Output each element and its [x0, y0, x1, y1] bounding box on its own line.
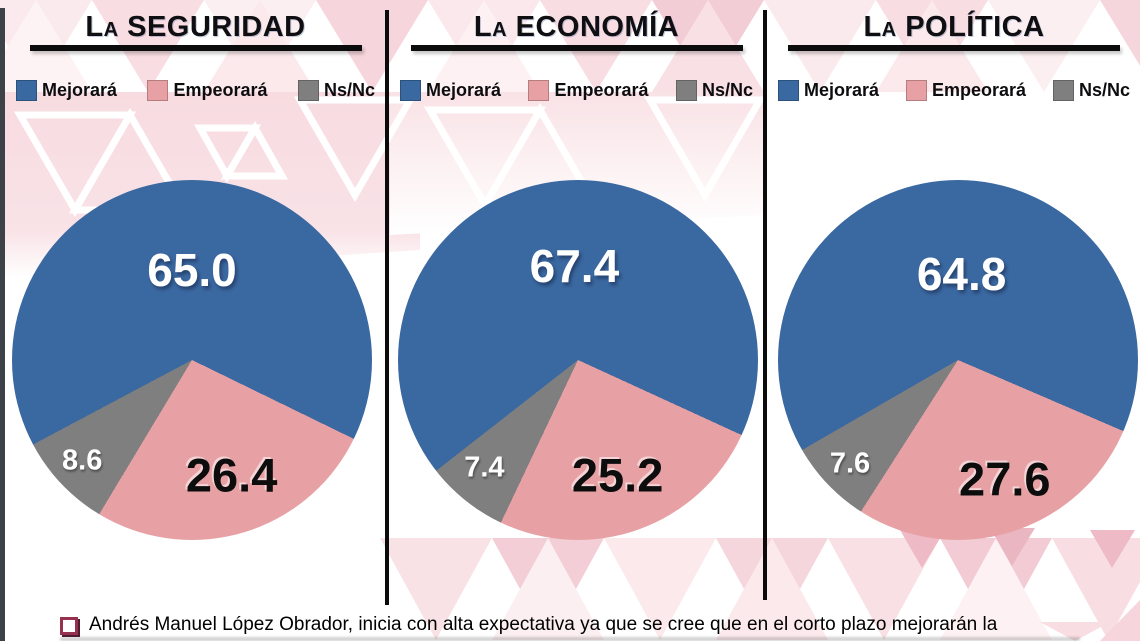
- pie-value-nsnc: 8.6: [62, 444, 103, 477]
- legend-swatch-pink-icon: [147, 80, 169, 101]
- legend-item-nsnc: Ns/Nc: [297, 80, 375, 101]
- legend-label: Mejorará: [42, 80, 118, 100]
- chart-panel-economia: La Economía Mejorará Empeorará Ns/Nc 67.…: [390, 0, 763, 610]
- pie-value-mejorara: 65.0: [147, 244, 237, 296]
- legend-item-empeorara: Empeorará: [905, 80, 1027, 101]
- title-prefix: La: [863, 11, 897, 43]
- legend: Mejorará Empeorará Ns/Nc: [390, 80, 763, 101]
- legend-swatch-pink-icon: [905, 80, 927, 101]
- chart-panel-seguridad: La Seguridad Mejorará Empeorará Ns/Nc 65…: [6, 0, 385, 610]
- footnote: Andrés Manuel López Obrador, inicia con …: [60, 613, 1120, 637]
- title-prefix: La: [473, 11, 508, 43]
- chart-title-seguridad: La Seguridad: [6, 10, 385, 44]
- legend-swatch-blue-icon: [778, 80, 799, 101]
- legend-swatch-gray-icon: [1052, 80, 1074, 101]
- legend-item-nsnc: Ns/Nc: [1052, 80, 1130, 101]
- column-divider-1: [385, 10, 389, 605]
- legend-item-empeorara: Empeorará: [147, 80, 268, 101]
- pie-chart-economia: 67.4 25.2 7.4: [398, 180, 758, 540]
- legend-swatch-gray-icon: [675, 80, 697, 101]
- title-main: Economía: [515, 11, 680, 43]
- legend-label: Ns/Nc: [323, 80, 375, 100]
- legend-label: Mejorará: [804, 80, 880, 100]
- legend-label: Empeorará: [554, 80, 649, 100]
- legend-swatch-blue-icon: [16, 80, 37, 101]
- chart-title-politica: La Política: [768, 10, 1140, 44]
- legend-item-mejorara: Mejorará: [16, 80, 117, 101]
- legend-label: Empeorará: [173, 80, 268, 100]
- legend-item-mejorara: Mejorará: [400, 80, 501, 101]
- legend-item-empeorara: Empeorará: [528, 80, 649, 101]
- pie-value-mejorara: 64.8: [916, 247, 1007, 300]
- title-underline: [29, 45, 362, 51]
- pie-value-nsnc: 7.4: [464, 451, 505, 484]
- legend-label: Ns/Nc: [1078, 80, 1130, 100]
- square-bullet-icon: [60, 617, 78, 635]
- pie-value-empeorara: 26.4: [185, 448, 278, 502]
- legend-label: Mejorará: [426, 80, 502, 100]
- title-main: Política: [905, 11, 1045, 43]
- pie-chart-seguridad: 65.0 26.4 8.6: [12, 180, 372, 540]
- legend-swatch-gray-icon: [297, 80, 319, 101]
- chart-panel-politica: La Política Mejorará Empeorará Ns/Nc 64.…: [768, 0, 1140, 610]
- legend-item-mejorara: Mejorará: [778, 80, 879, 101]
- legend-swatch-blue-icon: [400, 80, 421, 101]
- pie-value-nsnc: 7.6: [829, 447, 871, 480]
- pie-value-mejorara: 67.4: [529, 240, 620, 293]
- title-underline: [788, 45, 1120, 51]
- window-left-edge: [0, 8, 5, 641]
- pie-value-empeorara: 27.6: [959, 452, 1051, 506]
- column-divider-2: [763, 10, 767, 600]
- legend-label: Empeorará: [931, 80, 1027, 100]
- legend-swatch-pink-icon: [528, 80, 550, 101]
- legend-label: Ns/Nc: [701, 80, 753, 100]
- clipped-next-line: [60, 637, 1080, 641]
- chart-title-economia: La Economía: [390, 10, 763, 44]
- legend: Mejorará Empeorará Ns/Nc: [6, 80, 385, 101]
- pie-chart-politica: 64.8 27.6 7.6: [778, 180, 1138, 540]
- legend-item-nsnc: Ns/Nc: [675, 80, 753, 101]
- pie-value-empeorara: 25.2: [571, 448, 664, 502]
- title-prefix: La: [85, 11, 119, 43]
- legend: Mejorará Empeorará Ns/Nc: [768, 80, 1140, 101]
- title-main: Seguridad: [127, 11, 306, 43]
- title-underline: [410, 45, 743, 51]
- footnote-text: Andrés Manuel López Obrador, inicia con …: [89, 614, 998, 635]
